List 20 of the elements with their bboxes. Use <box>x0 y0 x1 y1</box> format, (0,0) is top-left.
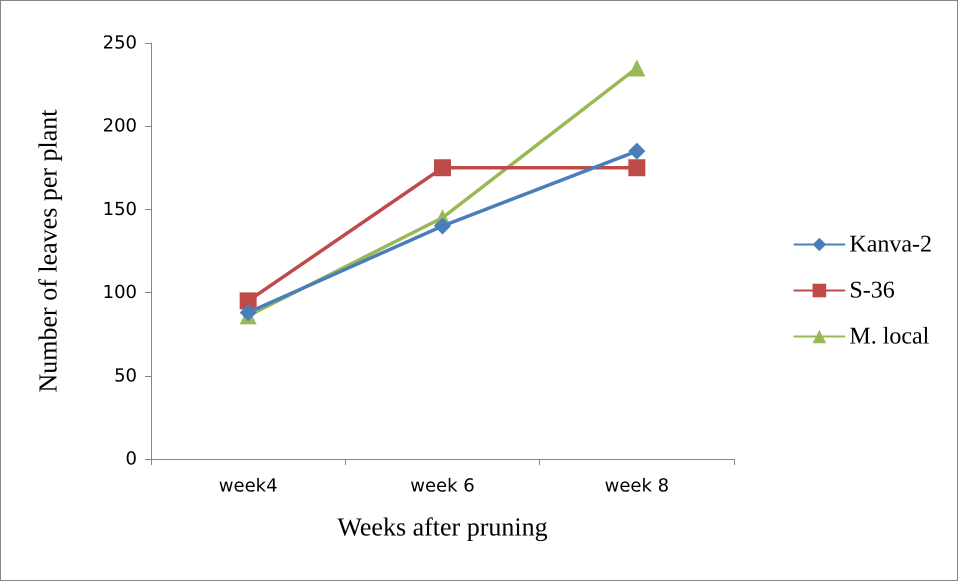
legend-label: S-36 <box>849 278 895 304</box>
y-tick-label: 100 <box>102 282 137 304</box>
point <box>240 304 257 322</box>
point <box>434 218 451 235</box>
x-tick-label: week 6 <box>410 476 475 496</box>
y-axis-title: Number of leaves per plant <box>34 108 62 393</box>
x-tick-label: week 8 <box>604 476 670 496</box>
y-tick-label: 0 <box>126 448 137 470</box>
y-tick-label: 50 <box>114 365 137 386</box>
point <box>434 159 451 176</box>
legend-label: Kanva-2 <box>849 232 932 258</box>
y-tick-label: 200 <box>102 116 137 137</box>
y-tick-label: 250 <box>102 32 137 54</box>
legend-label: M. local <box>849 324 930 350</box>
y-tick-label: 150 <box>102 198 137 220</box>
x-axis-title: Weeks after pruning <box>337 512 548 542</box>
point <box>628 142 646 160</box>
point <box>628 159 646 176</box>
point <box>628 59 646 76</box>
x-tick-label: week4 <box>218 476 278 496</box>
